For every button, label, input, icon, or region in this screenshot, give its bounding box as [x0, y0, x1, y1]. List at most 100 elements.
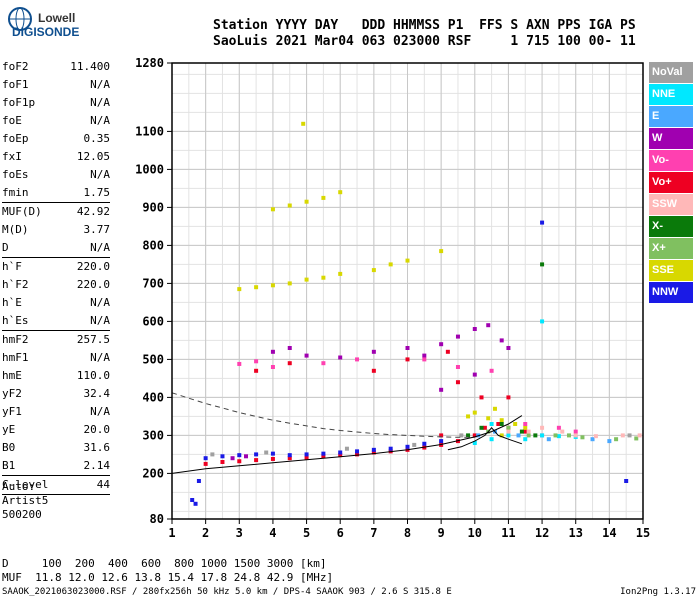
param-row: foF2 11.400: [2, 58, 110, 76]
param-value: 31.6: [83, 441, 111, 454]
param-row: foE N/A: [2, 112, 110, 130]
param-value: N/A: [90, 296, 110, 309]
data-point-vo-: [506, 395, 511, 400]
param-value: 257.5: [76, 333, 110, 346]
data-point-ssw: [506, 429, 511, 434]
legend-item: W: [649, 128, 693, 149]
data-point-e: [607, 439, 612, 444]
param-name: B0: [2, 441, 16, 454]
legend-item: X-: [649, 216, 693, 237]
x-tick-label: 10: [468, 526, 482, 540]
data-point-x-: [479, 425, 484, 430]
legend-item: SSW: [649, 194, 693, 215]
distance-row: D 100 200 400 600 800 1000 1500 3000 [km…: [2, 557, 327, 570]
param-name: hmF1: [2, 351, 29, 364]
data-point-ssw: [526, 429, 531, 434]
data-point-sse: [338, 190, 343, 195]
data-point-nnw: [287, 453, 292, 458]
x-tick-label: 4: [269, 526, 276, 540]
data-point-e: [516, 433, 521, 438]
param-row: M(D) 3.77: [2, 221, 110, 239]
logo-globe-icon: [8, 7, 32, 31]
param-value: N/A: [90, 78, 110, 91]
data-point-noval: [264, 450, 269, 455]
file-info: SAAOK_2021063023000.RSF / 280fx256h 50 k…: [2, 587, 452, 597]
data-point-nne: [472, 441, 477, 445]
param-row: yF1 N/A: [2, 403, 110, 421]
data-point-sse: [304, 199, 309, 204]
data-point-sse: [270, 283, 275, 288]
param-name: foEp: [2, 132, 29, 145]
trace-line-solid: [171, 415, 523, 474]
data-point-vo-: [237, 361, 242, 366]
data-point-vo-: [573, 429, 578, 434]
data-point-e: [546, 437, 551, 442]
param-name: hmF2: [2, 333, 29, 346]
data-point-nnw: [439, 439, 444, 444]
data-point-nnw: [422, 441, 427, 446]
data-point-vo-: [254, 458, 259, 463]
param-value: N/A: [90, 168, 110, 181]
header-line-2: SaoLuis 2021 Mar04 063 023000 RSF 1 715 …: [213, 34, 636, 49]
param-row: foEp 0.35: [2, 130, 110, 148]
data-point-noval: [344, 446, 349, 451]
artist-version: Artist5: [2, 494, 49, 507]
data-point-vo-: [523, 422, 528, 426]
software-version: Ion2Png 1.3.17: [620, 587, 696, 597]
data-point-nnw: [203, 456, 208, 461]
param-name: yF2: [2, 387, 22, 400]
y-tick-label: 200: [142, 466, 164, 480]
param-value: 110.0: [76, 369, 110, 382]
x-tick-label: 14: [602, 526, 616, 540]
data-point-vo-: [355, 357, 360, 362]
param-row: fmin 1.75: [2, 184, 110, 203]
param-name: fxI: [2, 150, 22, 163]
data-point-sse: [523, 425, 528, 430]
param-value: 220.0: [76, 278, 110, 291]
data-point-nnw: [304, 452, 309, 457]
data-point-nnw: [540, 220, 545, 225]
data-point-x-: [614, 437, 619, 442]
param-value: N/A: [90, 96, 110, 109]
data-point-nne: [489, 422, 494, 426]
data-point-ssw: [637, 433, 642, 438]
data-point-w: [422, 353, 427, 358]
data-point-nne: [540, 433, 545, 438]
data-point-vo-: [203, 461, 208, 466]
data-point-w: [270, 349, 275, 354]
legend-item: SSE: [649, 260, 693, 281]
data-point-vo-: [479, 395, 484, 400]
param-value: N/A: [90, 405, 110, 418]
param-value: 42.92: [76, 205, 110, 218]
param-row: foF1 N/A: [2, 76, 110, 94]
param-name: hmE: [2, 369, 22, 382]
data-point-x-: [580, 435, 585, 440]
data-point-vo-: [472, 433, 477, 438]
param-value: 44: [96, 478, 110, 491]
data-point-sse: [301, 121, 306, 126]
data-point-sse: [388, 262, 393, 267]
data-point-w: [287, 346, 292, 350]
param-row: yF2 32.4: [2, 385, 110, 403]
data-point-sse: [472, 410, 477, 415]
param-value: 3.77: [83, 223, 111, 236]
param-name: M(D): [2, 223, 29, 236]
data-point-noval: [412, 442, 417, 447]
data-point-nnw: [254, 452, 259, 457]
data-point-w: [338, 355, 343, 360]
data-point-vo-: [355, 452, 360, 457]
trace-line-solid: [447, 427, 523, 451]
x-tick-label: 8: [404, 526, 411, 540]
data-point-sse: [513, 422, 518, 426]
artist-code: 500200: [2, 508, 42, 521]
param-row: hmE 110.0: [2, 367, 110, 385]
param-value: N/A: [90, 351, 110, 364]
data-point-w: [472, 372, 477, 377]
data-point-vo-: [489, 368, 494, 373]
y-tick-label: 80: [150, 512, 164, 526]
muf-row: MUF 11.8 12.0 12.6 13.8 15.4 17.8 24.8 4…: [2, 571, 334, 584]
parameter-panel: foF2 11.400 foF1 N/A foF1p N/A foE N/A foEp 0.35 f…: [2, 58, 110, 495]
param-row: B0 31.6: [2, 439, 110, 457]
trace-line-dashed: [171, 392, 475, 438]
logo: Lowell DIGISONDE: [0, 0, 90, 44]
